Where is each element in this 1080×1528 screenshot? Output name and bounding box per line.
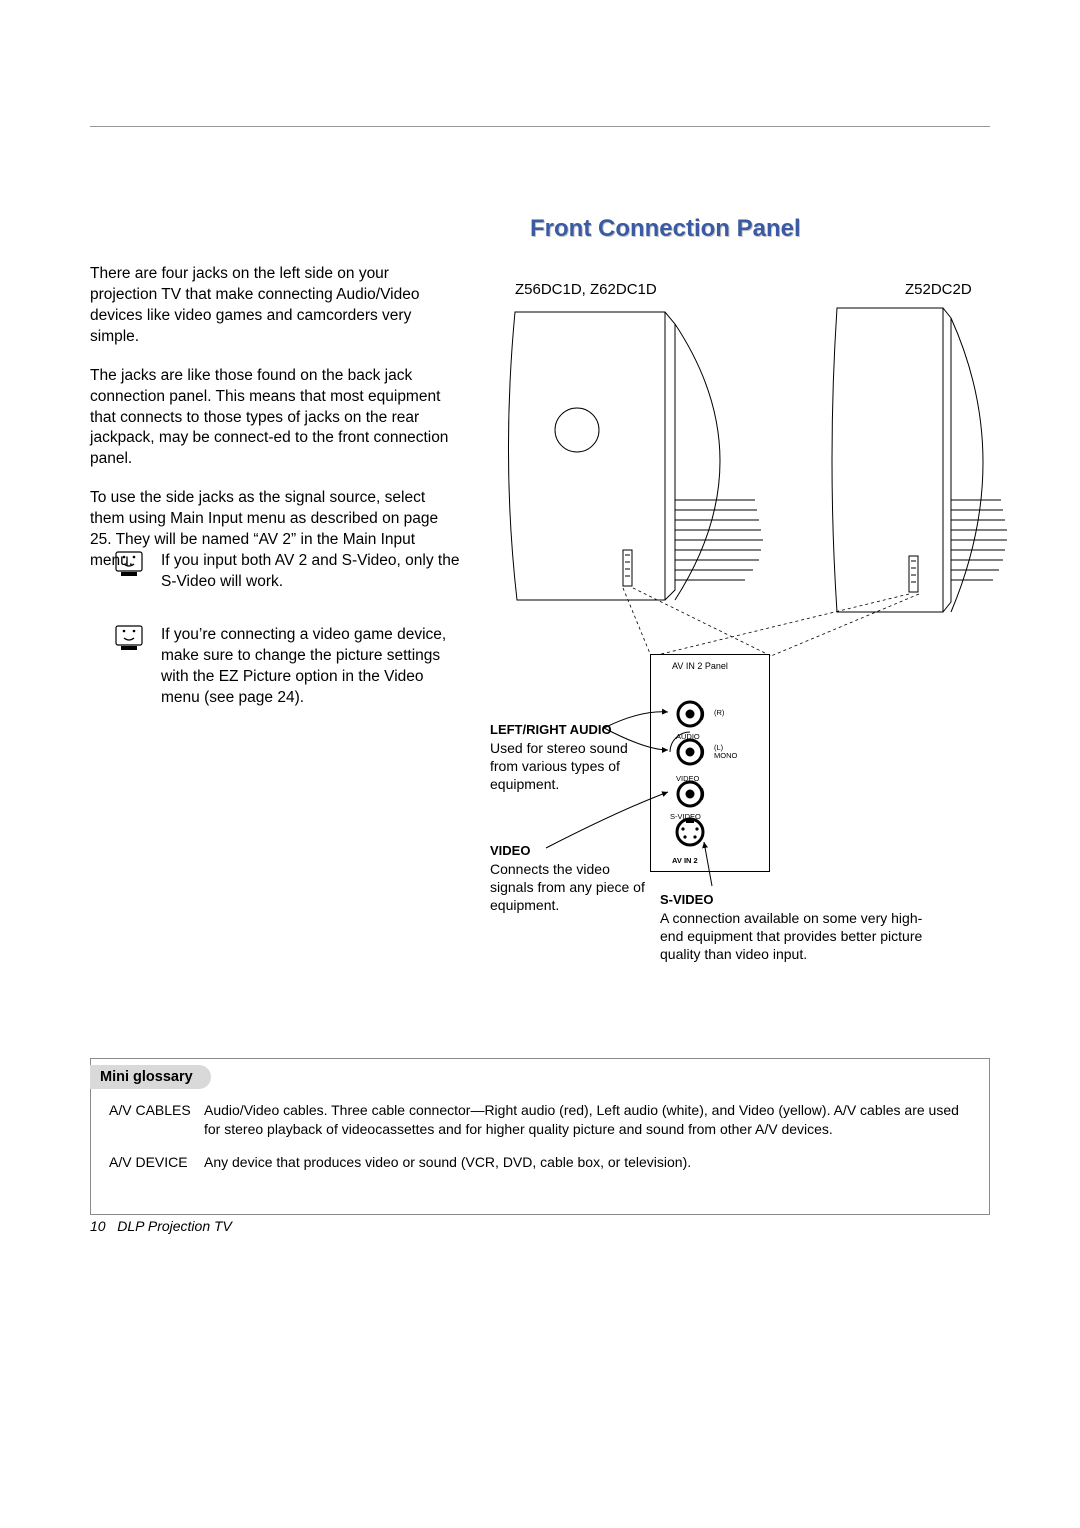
jack-label-avin2: AV IN 2 (672, 856, 698, 865)
mini-glossary-tab: Mini glossary (90, 1065, 211, 1089)
tip-row-1: If you input both AV 2 and S-Video, only… (115, 551, 465, 593)
desc-svideo: S-VIDEO A connection available on some v… (660, 892, 940, 963)
tip-text-2: If you’re connecting a video game device… (161, 625, 465, 709)
section-heading: Front Connection Panel (530, 215, 801, 243)
page-number: 10 (90, 1218, 106, 1234)
tip-row-2: If you’re connecting a video game device… (115, 625, 465, 709)
glossary-def: Audio/Video cables. Three cable connecto… (204, 1101, 971, 1139)
model-label-2: Z52DC2D (905, 281, 972, 298)
glossary-row: A/V CABLES Audio/Video cables. Three cab… (109, 1101, 971, 1139)
desc-video-hd: VIDEO (490, 843, 645, 860)
jack-label-video: VIDEO (676, 774, 699, 783)
tv-line-drawings (495, 300, 1015, 680)
av-in-2-panel-title: AV IN 2 Panel (672, 661, 728, 671)
top-rule (90, 126, 990, 127)
glossary-term: A/V CABLES (109, 1101, 204, 1139)
glossary-row: A/V DEVICE Any device that produces vide… (109, 1153, 971, 1172)
model-label-1: Z56DC1D, Z62DC1D (515, 281, 657, 298)
jack-label-svideo: S-VIDEO (670, 812, 701, 821)
glossary-term: A/V DEVICE (109, 1153, 204, 1172)
glossary-def: Any device that produces video or sound … (204, 1153, 971, 1172)
mini-glossary-box: Mini glossary A/V CABLES Audio/Video cab… (90, 1058, 990, 1215)
page-footer: 10 DLP Projection TV (90, 1218, 232, 1234)
desc-video-body: Connects the video signals from any piec… (490, 860, 645, 915)
tip-text-1: If you input both AV 2 and S-Video, only… (161, 551, 465, 593)
tv-tip-icon (115, 551, 143, 577)
jack-label-audio: AUDIO (676, 732, 700, 741)
mini-glossary-title: Mini glossary (100, 1069, 193, 1085)
desc-svideo-body: A connection available on some very high… (660, 909, 940, 964)
intro-text: There are four jacks on the left side on… (90, 264, 460, 590)
desc-audio-body: Used for stereo sound from various types… (490, 739, 635, 794)
intro-p2: The jacks are like those found on the ba… (90, 366, 460, 471)
footer-title: DLP Projection TV (117, 1218, 232, 1234)
desc-svideo-hd: S-VIDEO (660, 892, 940, 909)
jack-label-mono: MONO (714, 751, 737, 760)
jack-label-r: (R) (714, 708, 724, 717)
intro-p1: There are four jacks on the left side on… (90, 264, 460, 348)
desc-audio-hd: LEFT/RIGHT AUDIO (490, 722, 635, 739)
desc-video: VIDEO Connects the video signals from an… (490, 843, 645, 914)
desc-audio: LEFT/RIGHT AUDIO Used for stereo sound f… (490, 722, 635, 793)
tv-tip-icon (115, 625, 143, 651)
